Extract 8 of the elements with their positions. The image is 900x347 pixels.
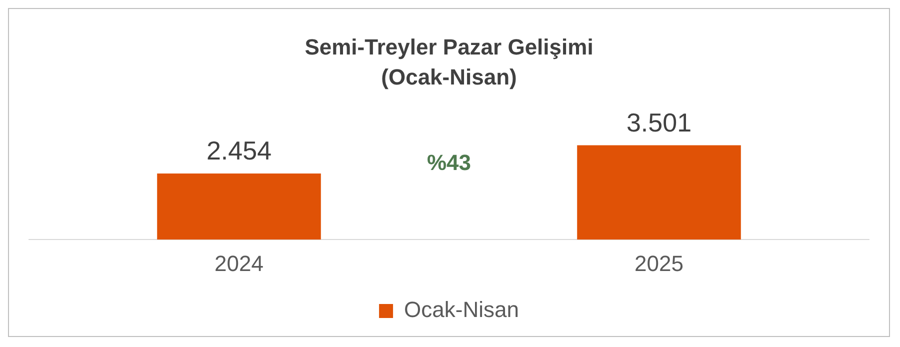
legend-label: Ocak-Nisan bbox=[404, 297, 519, 322]
x-tick-label: 2024 bbox=[214, 250, 264, 276]
annotation: %43 bbox=[426, 150, 472, 176]
chart-title: Semi-Treyler Pazar Gelişimi bbox=[304, 34, 594, 60]
data-label: 2.454 bbox=[206, 136, 272, 166]
data-label: 3.501 bbox=[626, 107, 692, 138]
chart-subtitle: (Ocak-Nisan) bbox=[381, 64, 517, 90]
x-tick-label: 2025 bbox=[634, 250, 684, 276]
